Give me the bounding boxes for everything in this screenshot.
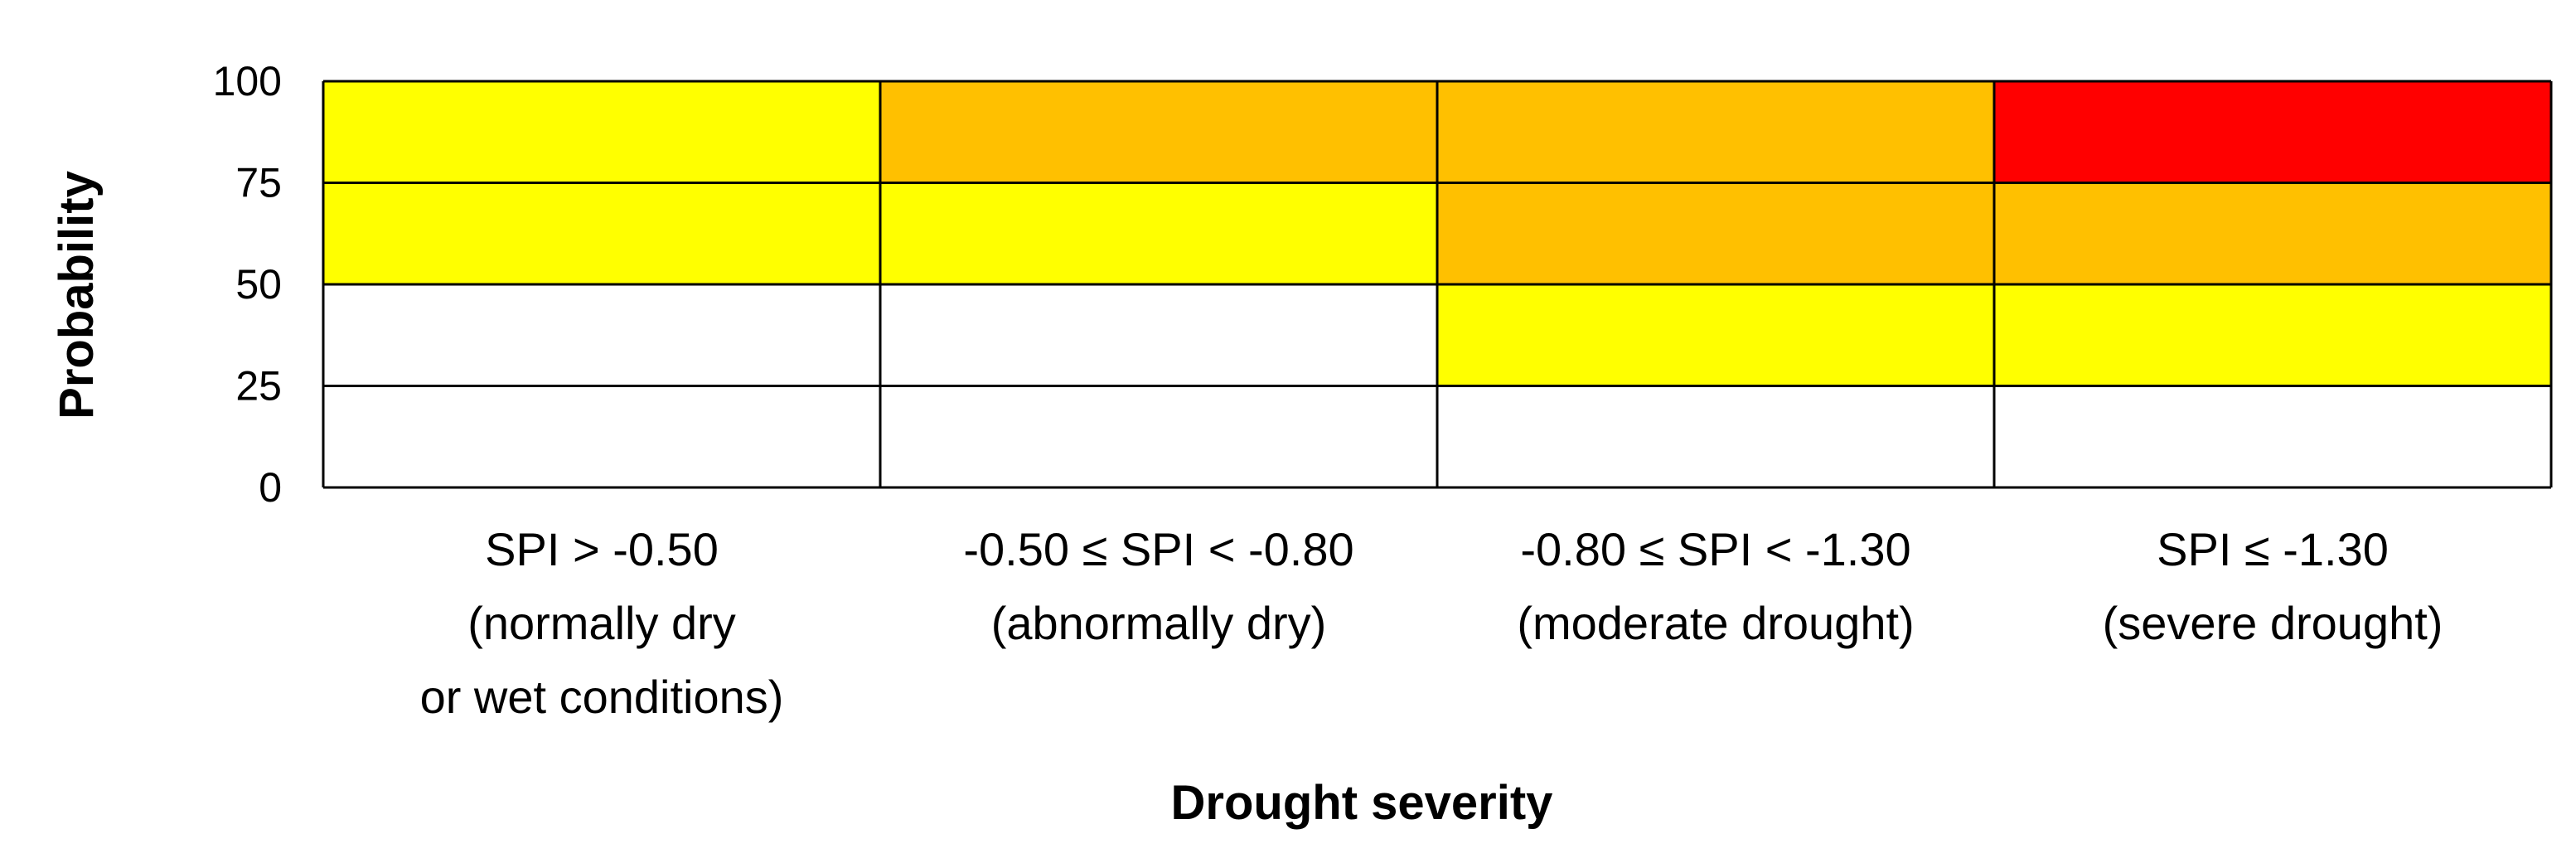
x-category-label: -0.50 ≤ SPI < -0.80 (abnormally dry)	[963, 523, 1353, 649]
matrix-cell	[880, 81, 1437, 183]
matrix-cell	[1994, 182, 2551, 284]
matrix-cell	[880, 284, 1437, 386]
x-category-label-line: (moderate drought)	[1517, 597, 1914, 649]
x-category-label-line: (severe drought)	[2103, 597, 2443, 649]
x-category-label-line: (abnormally dry)	[991, 597, 1327, 649]
matrix-cell	[880, 182, 1437, 284]
y-tick-labels: 0 25 50 75 100	[213, 58, 282, 511]
y-tick-label: 25	[235, 363, 282, 410]
matrix-cell	[323, 284, 880, 386]
matrix-cell	[1437, 81, 1994, 183]
x-category-labels: SPI > -0.50 (normally dry or wet condition…	[420, 523, 2443, 723]
x-category-label: SPI ≤ -1.30 (severe drought)	[2103, 523, 2443, 649]
x-category-label-line: -0.80 ≤ SPI < -1.30	[1520, 523, 1910, 575]
x-category-label-line: -0.50 ≤ SPI < -0.80	[963, 523, 1353, 575]
y-tick-label: 100	[213, 58, 282, 104]
x-category-label-line: SPI > -0.50	[485, 523, 719, 575]
matrix-cell	[323, 182, 880, 284]
y-tick-label: 0	[259, 464, 282, 511]
cells-layer	[323, 81, 2551, 487]
matrix-cell	[1994, 385, 2551, 487]
grid-layer	[322, 80, 2553, 489]
x-category-label: -0.80 ≤ SPI < -1.30 (moderate drought)	[1517, 523, 1914, 649]
matrix-cell	[1437, 385, 1994, 487]
y-axis-title: Probability	[50, 171, 104, 419]
matrix-cell	[1994, 81, 2551, 183]
matrix-cell	[1437, 182, 1994, 284]
x-category-label-line: or wet conditions)	[420, 671, 784, 723]
x-axis-title: Drought severity	[1171, 776, 1553, 830]
matrix-cell	[880, 385, 1437, 487]
matrix-cell	[323, 385, 880, 487]
x-category-label: SPI > -0.50 (normally dry or wet condition…	[420, 523, 784, 723]
matrix-cell	[1437, 284, 1994, 386]
x-category-label-line: SPI ≤ -1.30	[2157, 523, 2389, 575]
y-tick-label: 75	[235, 160, 282, 206]
matrix-cell	[1994, 284, 2551, 386]
y-tick-label: 50	[235, 261, 282, 308]
x-category-label-line: (normally dry	[467, 597, 736, 649]
matrix-cell	[323, 81, 880, 183]
